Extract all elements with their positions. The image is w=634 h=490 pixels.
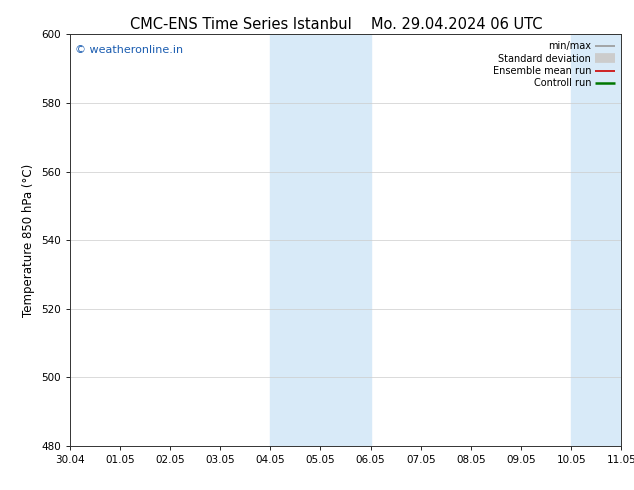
- Bar: [270, 34, 371, 446]
- Y-axis label: Temperature 850 hPa (°C): Temperature 850 hPa (°C): [22, 164, 36, 317]
- Text: Mo. 29.04.2024 06 UTC: Mo. 29.04.2024 06 UTC: [371, 17, 542, 32]
- Bar: [571, 34, 634, 446]
- Text: © weatheronline.in: © weatheronline.in: [75, 45, 183, 54]
- Text: CMC-ENS Time Series Istanbul: CMC-ENS Time Series Istanbul: [130, 17, 352, 32]
- Legend: min/max, Standard deviation, Ensemble mean run, Controll run: min/max, Standard deviation, Ensemble me…: [491, 39, 616, 90]
